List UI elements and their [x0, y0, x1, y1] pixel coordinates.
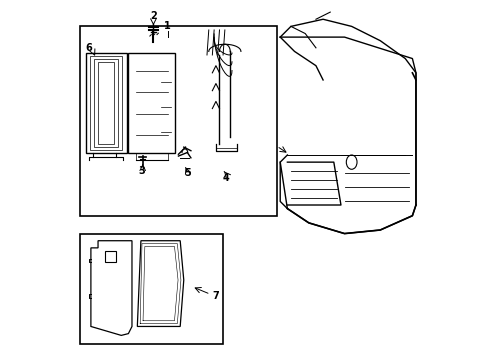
Bar: [90, 56, 122, 150]
Text: 5: 5: [183, 168, 190, 178]
Bar: [105, 251, 116, 262]
Bar: [94, 59, 118, 147]
Text: 6: 6: [85, 43, 92, 53]
Bar: [80, 234, 223, 344]
Polygon shape: [137, 241, 183, 327]
Bar: [80, 26, 276, 216]
Bar: [85, 53, 126, 153]
Text: 2: 2: [150, 11, 157, 21]
Bar: [128, 53, 175, 153]
Bar: [98, 62, 114, 144]
Polygon shape: [91, 241, 132, 336]
Text: 1: 1: [164, 21, 171, 31]
Text: 7: 7: [212, 291, 219, 301]
Text: 3: 3: [138, 166, 145, 176]
Text: 4: 4: [222, 173, 229, 183]
